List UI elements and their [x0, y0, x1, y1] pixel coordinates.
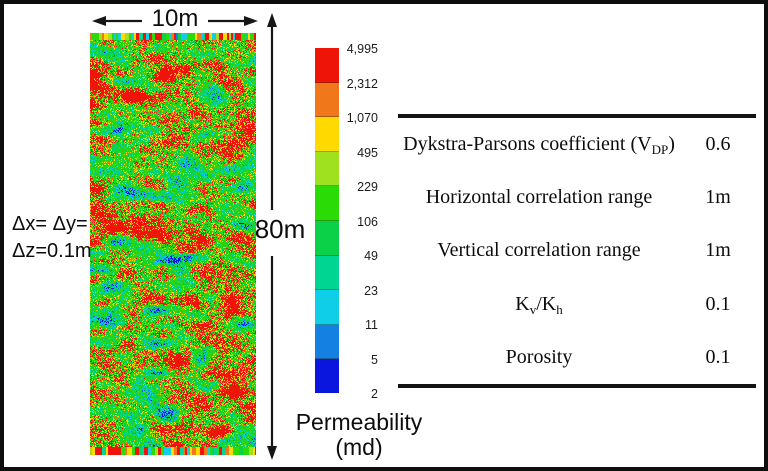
row-value: 1m	[705, 239, 731, 262]
colorbar-segment	[315, 359, 339, 393]
colorbar-segment	[315, 324, 339, 360]
colorbar-segment	[315, 290, 339, 325]
colorbar-tick: 106	[357, 214, 378, 229]
colorbar-segment	[315, 186, 339, 221]
table-row: Dykstra-Parsons coefficient (VDP) 0.6	[398, 133, 756, 158]
colorbar-segment	[315, 220, 339, 256]
colorbar-tick: 2	[371, 387, 378, 401]
colorbar-segment	[315, 48, 339, 83]
colorbar-tick: 1,070	[346, 111, 378, 125]
table-row: Vertical correlation range 1m	[398, 239, 756, 262]
row-label: Vertical correlation range	[437, 239, 641, 262]
grid-cell-size-line2: Δz=0.1m	[12, 240, 92, 262]
permeability-heatmap	[90, 33, 256, 455]
height-arrow	[267, 13, 277, 460]
row-label-subscript: DP	[651, 142, 669, 158]
grid-cell-size-label: Δx= Δy= Δz=0.1m	[12, 211, 92, 265]
colorbar	[315, 48, 339, 393]
row-value: 0.1	[705, 345, 731, 368]
colorbar-tick: 11	[365, 318, 378, 332]
table-row: Porosity 0.1	[398, 346, 756, 369]
row-label-subscript: h	[556, 301, 563, 317]
table-row: Kv/Kh 0.1	[398, 292, 756, 317]
width-arrow	[92, 16, 258, 26]
table-row: Horizontal correlation range 1m	[398, 186, 756, 209]
grid-cell-size-line1: Δx= Δy=	[12, 213, 88, 235]
row-label: Dykstra-Parsons coefficient (VDP)	[403, 133, 675, 158]
row-label: Kv/Kh	[515, 292, 563, 317]
row-value: 1m	[705, 186, 731, 209]
colorbar-title-line1: Permeability	[295, 409, 423, 435]
colorbar-tick: 2,312	[346, 76, 378, 91]
height-arrow-label: 80m	[254, 214, 306, 244]
colorbar-title: Permeability (md)	[283, 410, 435, 460]
row-label: Horizontal correlation range	[425, 186, 653, 209]
row-value: 0.6	[705, 133, 731, 156]
colorbar-segment	[315, 151, 339, 187]
width-arrow-label: 10m	[151, 5, 199, 32]
row-value: 0.1	[705, 292, 731, 315]
colorbar-segment	[315, 117, 339, 152]
colorbar-tick: 4,995	[346, 42, 378, 56]
colorbar-title-line2: (md)	[335, 434, 383, 460]
row-label: Porosity	[505, 345, 573, 368]
colorbar-tick: 229	[357, 180, 378, 194]
row-label-subscript: v	[529, 301, 537, 317]
colorbar-tick: 5	[371, 352, 378, 367]
colorbar-segment	[315, 82, 339, 118]
colorbar-tick: 495	[357, 145, 378, 160]
colorbar-segment	[315, 255, 339, 291]
parameters-table: Dykstra-Parsons coefficient (VDP) 0.6 Hori…	[398, 114, 756, 388]
colorbar-tick: 49	[364, 249, 378, 263]
colorbar-tick: 23	[364, 283, 378, 298]
colorbar-ticks: 4,995 2,312 1,070 495 229 106 49 23 11 5 2	[344, 43, 378, 401]
